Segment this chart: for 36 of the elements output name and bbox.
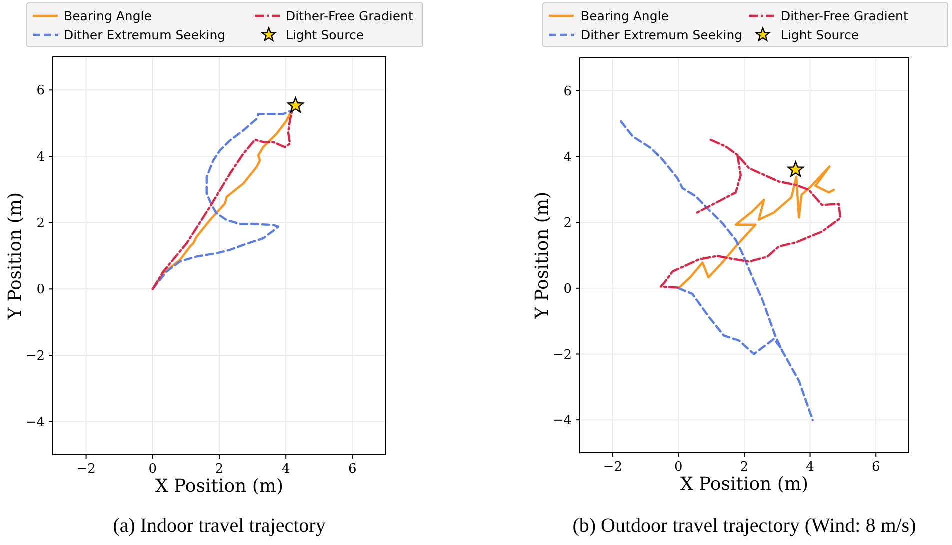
x-tick-label: 6 <box>872 460 880 475</box>
x-tick-label: −2 <box>603 460 622 475</box>
y-axis-title: Y Position (m) <box>532 192 553 320</box>
text: (b) Outdoor travel trajectory (Wind: 8 m/s) <box>572 515 916 537</box>
legend-label: Bearing Angle <box>64 8 152 24</box>
x-axis-title: X Position (m) <box>155 476 284 497</box>
x-tick-label: 6 <box>348 462 357 477</box>
y-tick-label: 4 <box>36 150 45 165</box>
x-tick-label: 0 <box>148 462 158 477</box>
x-tick-label: −2 <box>76 462 96 477</box>
x-tick-label: 2 <box>215 462 224 477</box>
text: (a) Indoor travel trajectory <box>113 515 326 537</box>
legend-label: Light Source <box>781 28 860 42</box>
legend-label: Dither Extremum Seeking <box>581 28 743 42</box>
y-tick-label: 6 <box>36 84 45 99</box>
y-tick-label: 6 <box>564 84 572 100</box>
legend-label: Light Source <box>286 28 364 42</box>
y-tick-label: 0 <box>36 282 45 298</box>
x-tick-label: 0 <box>674 460 683 475</box>
x-tick-label: 2 <box>740 460 749 475</box>
y-tick-label: 0 <box>564 282 572 297</box>
legend-label: Dither-Free Gradient <box>286 8 414 24</box>
y-axis-title: Y Position (m) <box>5 192 26 321</box>
y-tick-label: −4 <box>552 414 572 429</box>
y-tick-label: 2 <box>564 216 572 232</box>
legend-label: Dither Extremum Seeking <box>64 28 226 42</box>
x-tick-label: 4 <box>806 460 814 475</box>
y-tick-label: 2 <box>36 216 45 232</box>
y-tick-label: 4 <box>564 150 572 166</box>
y-tick-label: −4 <box>26 415 45 430</box>
x-axis-title: X Position (m) <box>680 474 809 495</box>
legend-label: Bearing Angle <box>581 8 670 24</box>
y-tick-label: −2 <box>26 349 45 364</box>
y-tick-label: −2 <box>552 348 572 363</box>
legend-label: Dither-Free Gradient <box>781 8 908 24</box>
x-tick-label: 4 <box>282 462 290 477</box>
